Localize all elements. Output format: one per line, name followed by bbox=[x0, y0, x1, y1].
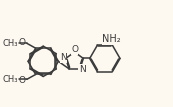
Text: NH₂: NH₂ bbox=[102, 34, 121, 44]
Text: O: O bbox=[71, 45, 78, 54]
Text: O: O bbox=[18, 38, 25, 47]
Text: CH₃: CH₃ bbox=[3, 75, 18, 84]
Text: N: N bbox=[79, 65, 85, 74]
Text: O: O bbox=[18, 76, 25, 85]
Text: N: N bbox=[60, 54, 67, 62]
Text: CH₃: CH₃ bbox=[3, 39, 18, 48]
